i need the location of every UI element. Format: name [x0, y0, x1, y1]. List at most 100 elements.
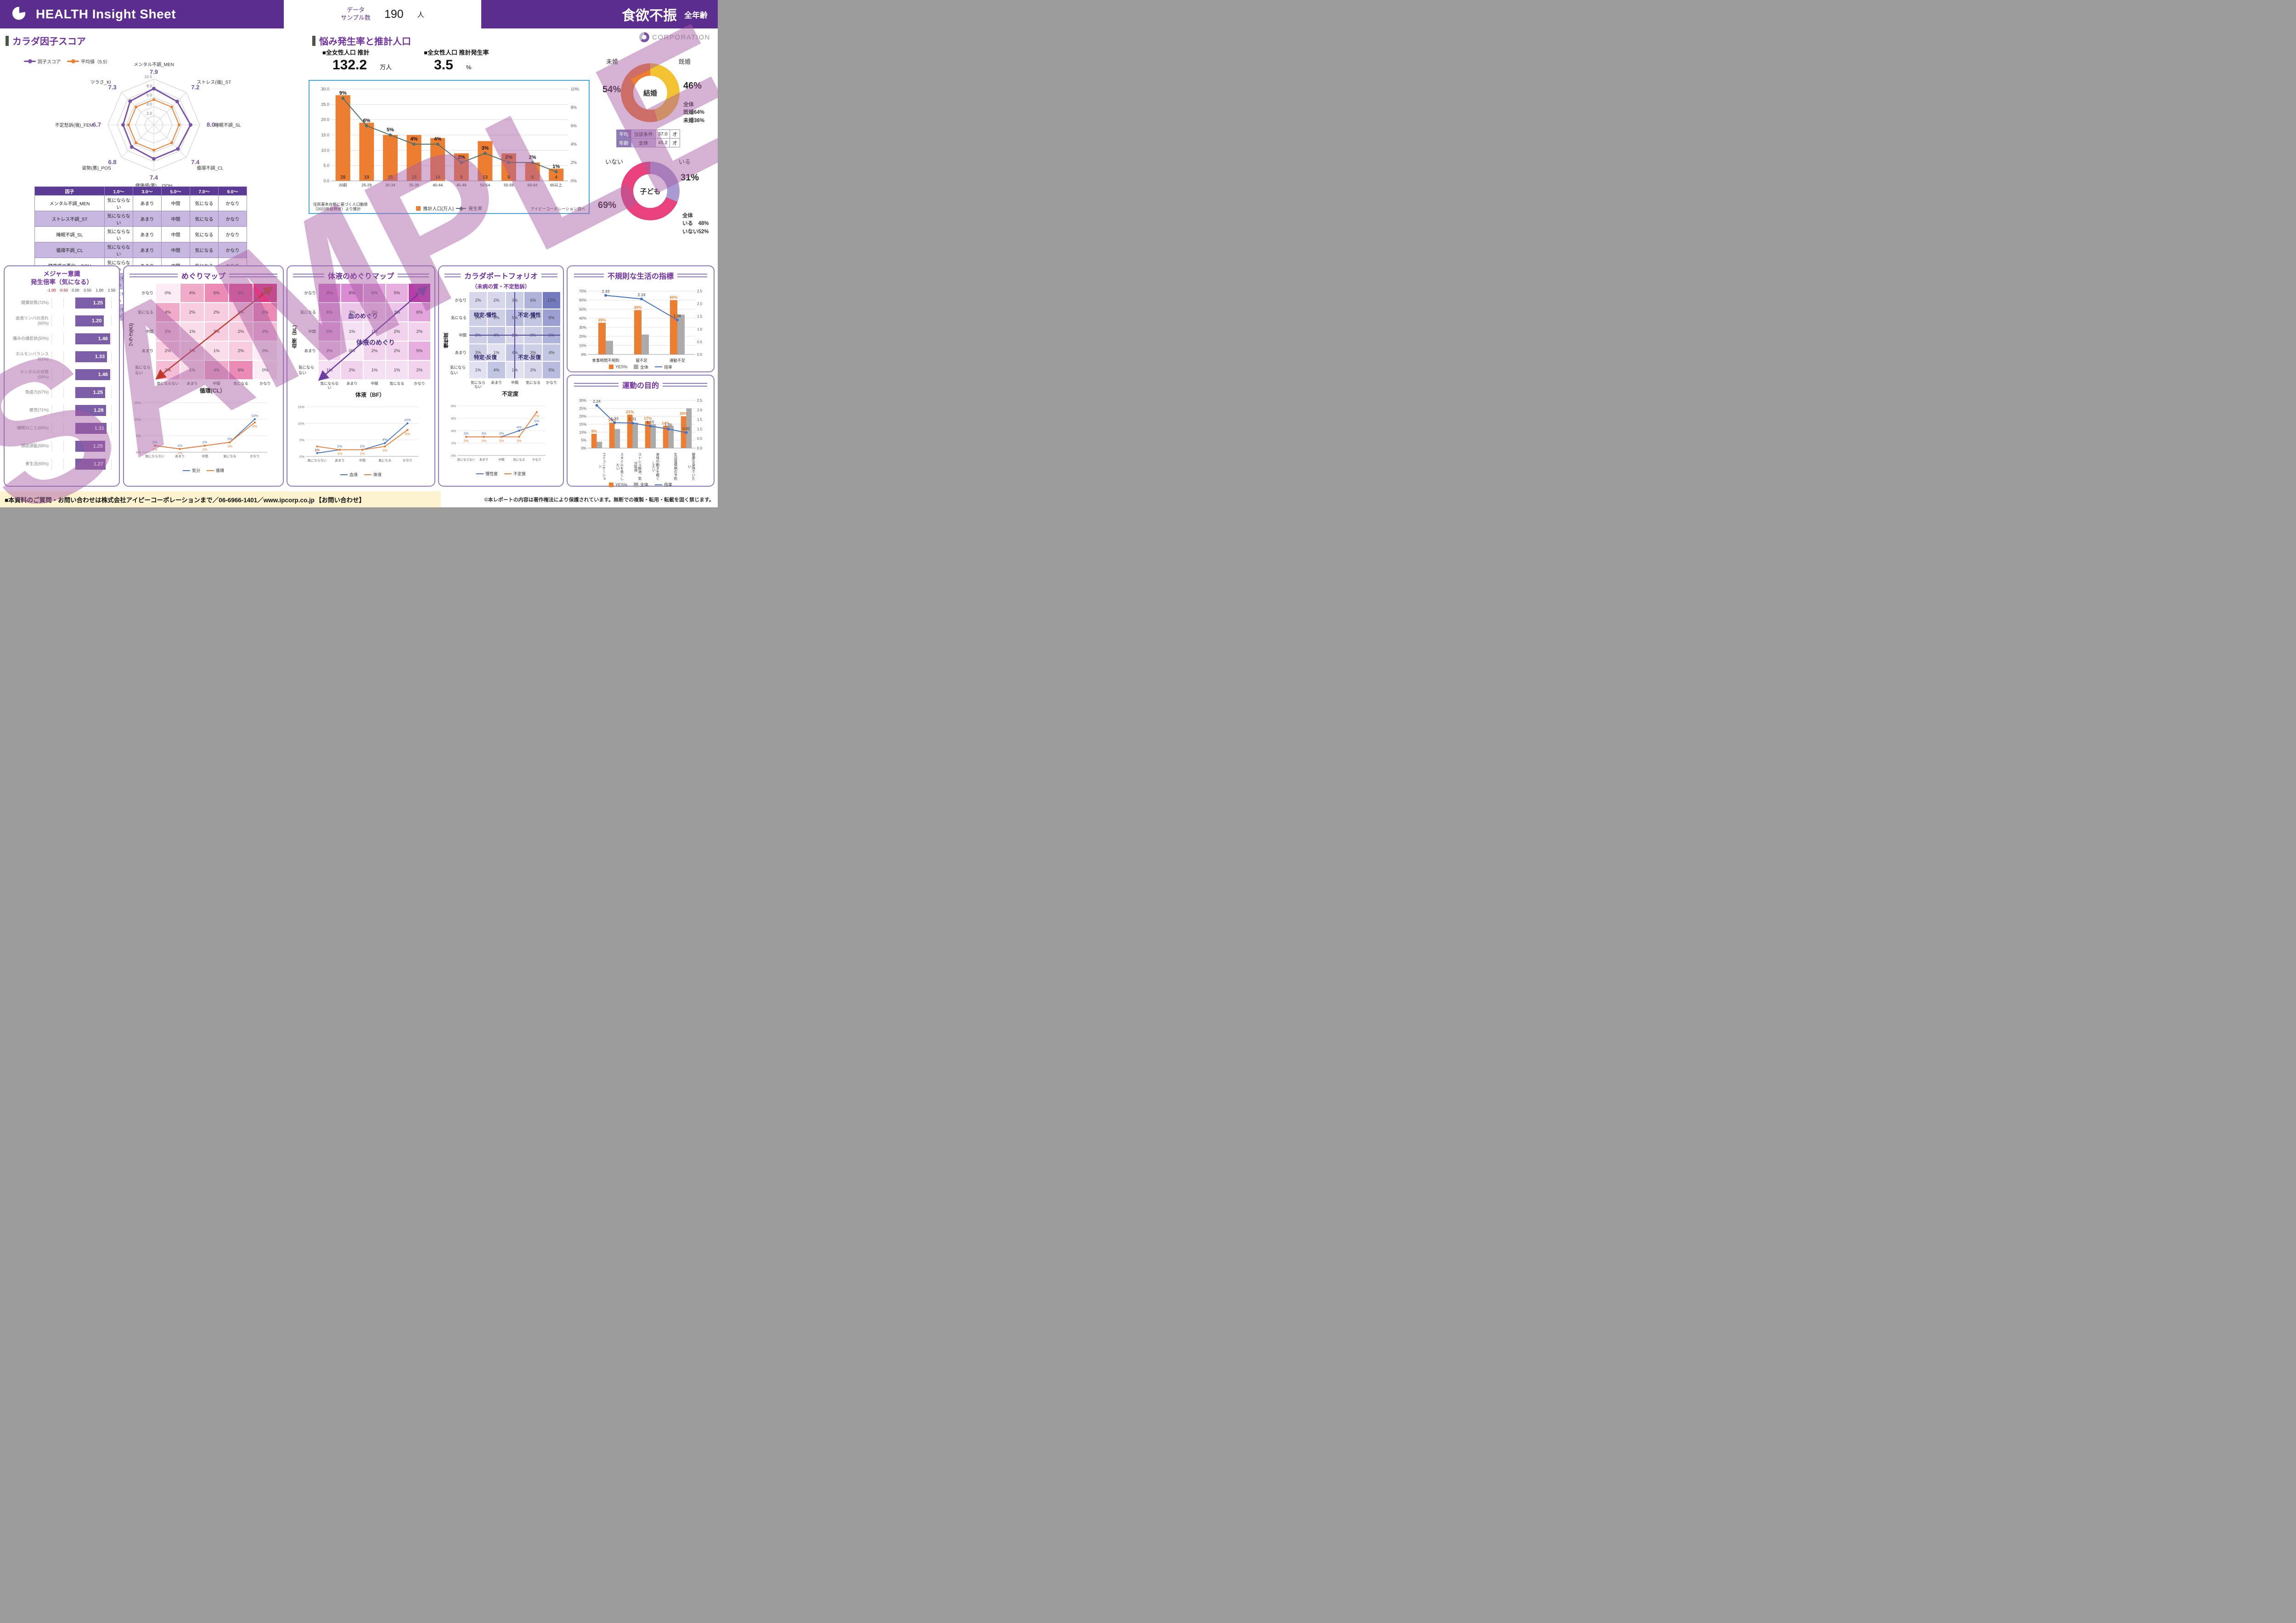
heatmap-col-label: あまり: [186, 382, 198, 386]
heatmap-cell: 12%: [543, 292, 560, 309]
legend-label: YES%: [615, 482, 627, 487]
table-header-row: 因子 1.0〜 3.0〜 5.0〜 7.0〜 9.0〜: [34, 186, 247, 196]
svg-text:1%: 1%: [552, 164, 560, 169]
axis-tick: 0.50: [84, 288, 91, 293]
svg-text:10%: 10%: [298, 421, 304, 426]
svg-text:1.5: 1.5: [697, 418, 703, 422]
heatmap-cell: 4%: [488, 362, 505, 378]
line-legend-icon: [504, 473, 512, 474]
heatmap-col-label: 気になる: [526, 381, 540, 385]
line-legend-icon: [456, 208, 467, 209]
bar: 1.46: [75, 333, 110, 344]
combo-chart-svg: 0% 5% 10% 15% 20% 25% 30% 0.0 0.5 1.0 1.5 2.0 2.5 9% 1…: [579, 399, 703, 450]
bar: 1.25: [75, 440, 105, 452]
children-label-yes: いる: [679, 158, 691, 165]
heatmap-corner: [298, 380, 318, 390]
svg-text:1.00: 1.00: [664, 422, 672, 427]
heatmap-wrap: 血液（BL) かなり 9% 8% 6% 5% 15% 気になる 6% 3% 2% 3% 6% 中間 5% 1…: [291, 284, 431, 390]
heatmap-row-label: 気にならない: [298, 365, 315, 375]
table-row: 平均 当該条件 37.0 才: [616, 129, 680, 139]
heatmap-cell: 11%: [253, 284, 277, 302]
bar-row: 食生活(65%) 1.27: [9, 455, 112, 473]
heatmap-cell: 4%: [524, 309, 542, 326]
svg-text:6.7: 6.7: [93, 121, 101, 128]
heatmap-cell: 6%: [409, 303, 430, 321]
x-axis-label: 運動不足: [669, 358, 685, 363]
svg-text:0%: 0%: [299, 455, 304, 459]
svg-text:2%: 2%: [505, 155, 512, 160]
heatmap-cell: 4%: [543, 344, 560, 361]
svg-text:かなり: かなり: [250, 455, 259, 458]
svg-text:6.0: 6.0: [146, 93, 152, 97]
sample-count-label: データ サンプル数: [341, 6, 371, 22]
heatmap-cell: 5%: [543, 362, 560, 378]
combo-chart-svg: 0% 10% 20% 30% 40% 50% 60% 70% 0.0 0.5 1.0 1.5 2.0 2.…: [579, 289, 703, 357]
svg-text:2.33: 2.33: [602, 289, 610, 293]
bar-row: 疲労(71%) 1.28: [9, 401, 112, 419]
svg-text:5%: 5%: [534, 419, 539, 423]
population-source-note: 住民基本台帳に基づく人口動態 （2023年総務省）より推計: [313, 202, 368, 212]
heatmap-col-label: 中間: [371, 382, 378, 386]
heatmap-cell: 2%: [341, 361, 363, 379]
heatmap-col-label: あまり: [491, 381, 502, 385]
bar-value: 1.25: [93, 389, 103, 395]
svg-text:45-49: 45-49: [456, 183, 467, 187]
svg-text:10.0: 10.0: [144, 74, 152, 79]
svg-text:49%: 49%: [634, 305, 642, 309]
svg-text:20%: 20%: [579, 335, 586, 339]
heatmap-row-label: 気になる: [450, 315, 467, 320]
axis-tick: 0.00: [72, 288, 79, 293]
title-decoration: [229, 274, 278, 277]
panel-subtitle: （未病の質・不定愁訴）: [472, 284, 530, 290]
bar-row: 免疫力(67%) 1.25: [9, 383, 112, 401]
radar-legend-average: 平均値（5.5）: [67, 58, 110, 65]
body-portfolio-panel: カラダポートフォリオ （未病の質・不定愁訴） 慢性度 かなり 2% 2% 3% 6% 12…: [438, 265, 564, 487]
svg-text:10%: 10%: [571, 87, 579, 91]
svg-text:3%: 3%: [227, 444, 232, 449]
svg-text:6%: 6%: [363, 118, 370, 124]
svg-text:20%: 20%: [579, 415, 586, 419]
children-percent-yes: 31%: [681, 173, 699, 183]
svg-text:9%: 9%: [339, 90, 347, 96]
svg-text:2%: 2%: [451, 441, 456, 445]
population-chart-box: 0.0 5.0 10.0 15.0 20.0 25.0 30.0 0% 2% 4% 6% 8% 10% 2…: [309, 80, 590, 214]
svg-text:8%: 8%: [405, 432, 410, 436]
heatmap-row-label: 中間: [458, 333, 467, 337]
irregular-life-panel: 不規則な生活の指標 0% 10% 20% 30% 40% 50% 60% 70% 0.0 0.5 1…: [567, 265, 715, 372]
svg-text:40%: 40%: [579, 316, 586, 320]
heatmap-cell: 1%: [386, 361, 408, 379]
heatmap-cell: 1%: [180, 361, 204, 379]
svg-text:1.0: 1.0: [697, 327, 703, 331]
contact-link[interactable]: 【お問い合わせ】: [315, 496, 366, 504]
bar-value: 1.46: [98, 336, 108, 342]
svg-text:17%: 17%: [644, 416, 652, 421]
legend-label: 慢性度: [485, 472, 498, 477]
svg-text:55-59: 55-59: [504, 183, 514, 187]
heatmap-cell: 2%: [229, 322, 253, 341]
svg-text:0.0: 0.0: [323, 179, 329, 183]
sample-label-line2: サンプル数: [341, 14, 371, 21]
quadrant-label: 特定-反復: [474, 355, 497, 360]
svg-text:7.4: 7.4: [150, 174, 158, 181]
panel-title: めぐりマップ: [129, 270, 278, 281]
svg-text:30.0: 30.0: [321, 87, 329, 91]
quadrant-label: 特定-慢性: [474, 313, 497, 318]
heatmap-col-label: かなり: [414, 382, 425, 386]
svg-text:8.0: 8.0: [207, 121, 215, 128]
line-legend-icon: [182, 470, 190, 471]
section-marker: [312, 35, 315, 46]
heatmap-cell: 1%: [506, 362, 523, 378]
square-legend-icon: [633, 482, 638, 487]
heatmap-row-label: あまり: [304, 348, 316, 353]
health-insight-sheet: HEALTH Insight Sheet データ サンプル数 190 人 食欲不…: [0, 0, 718, 507]
legend-item: 慢性度: [476, 471, 498, 477]
svg-text:8.0: 8.0: [146, 84, 152, 88]
svg-text:1%: 1%: [315, 448, 320, 452]
svg-text:15.0: 15.0: [321, 133, 329, 137]
svg-text:2%: 2%: [337, 444, 342, 449]
children-percent-no: 69%: [598, 200, 617, 210]
svg-text:2.24: 2.24: [593, 399, 601, 404]
factor-radar-chart: 2.0 4.0 6.0 8.0 10.0 メンタル不調_MEN 7.9 ストレス(強)_ST 7…: [55, 49, 253, 197]
major-panel-title: メジャー意識 発生倍率（気になる）: [31, 270, 93, 286]
legend-item: 全体: [633, 482, 648, 488]
